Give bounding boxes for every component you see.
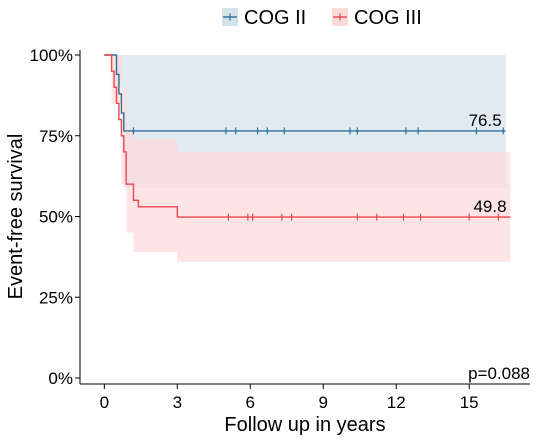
cog-iii-confidence-band xyxy=(104,55,511,262)
x-tick-label: 9 xyxy=(319,393,328,412)
y-axis-title: Event-free survival xyxy=(5,134,27,300)
legend: COG II COG III xyxy=(222,7,422,29)
legend-item-cog-ii: COG II xyxy=(222,7,306,29)
y-tick-label: 100% xyxy=(30,46,73,65)
cog-ii-survival-line xyxy=(104,54,506,132)
x-tick-label: 6 xyxy=(246,393,255,412)
x-tick-label: 3 xyxy=(173,393,182,412)
y-tick-label: 50% xyxy=(39,208,73,227)
survival-curves xyxy=(104,54,511,218)
x-tick-label: 0 xyxy=(100,393,109,412)
censor-marks xyxy=(132,127,504,221)
confidence-bands xyxy=(104,55,511,262)
y-tick-label: 25% xyxy=(39,288,73,307)
cog-iii-survival-line xyxy=(104,54,511,218)
cog-iii-end-label: 49.8 xyxy=(473,197,506,216)
x-tick-label: 15 xyxy=(460,393,479,412)
y-tick-label: 75% xyxy=(39,127,73,146)
legend-label: COG II xyxy=(244,7,306,29)
x-axis-title: Follow up in years xyxy=(224,414,385,436)
annotations: 76.5 49.8 p=0.088 xyxy=(468,111,530,383)
x-tick-label: 12 xyxy=(387,393,406,412)
axes: 0% 25% 50% 75% 100% 0 3 6 9 12 15 Follow up in year… xyxy=(5,46,530,436)
legend-label: COG III xyxy=(354,7,422,29)
y-tick-label: 0% xyxy=(48,369,73,388)
legend-item-cog-iii: COG III xyxy=(332,7,422,29)
p-value-label: p=0.088 xyxy=(468,364,530,383)
cog-ii-end-label: 76.5 xyxy=(469,111,502,130)
